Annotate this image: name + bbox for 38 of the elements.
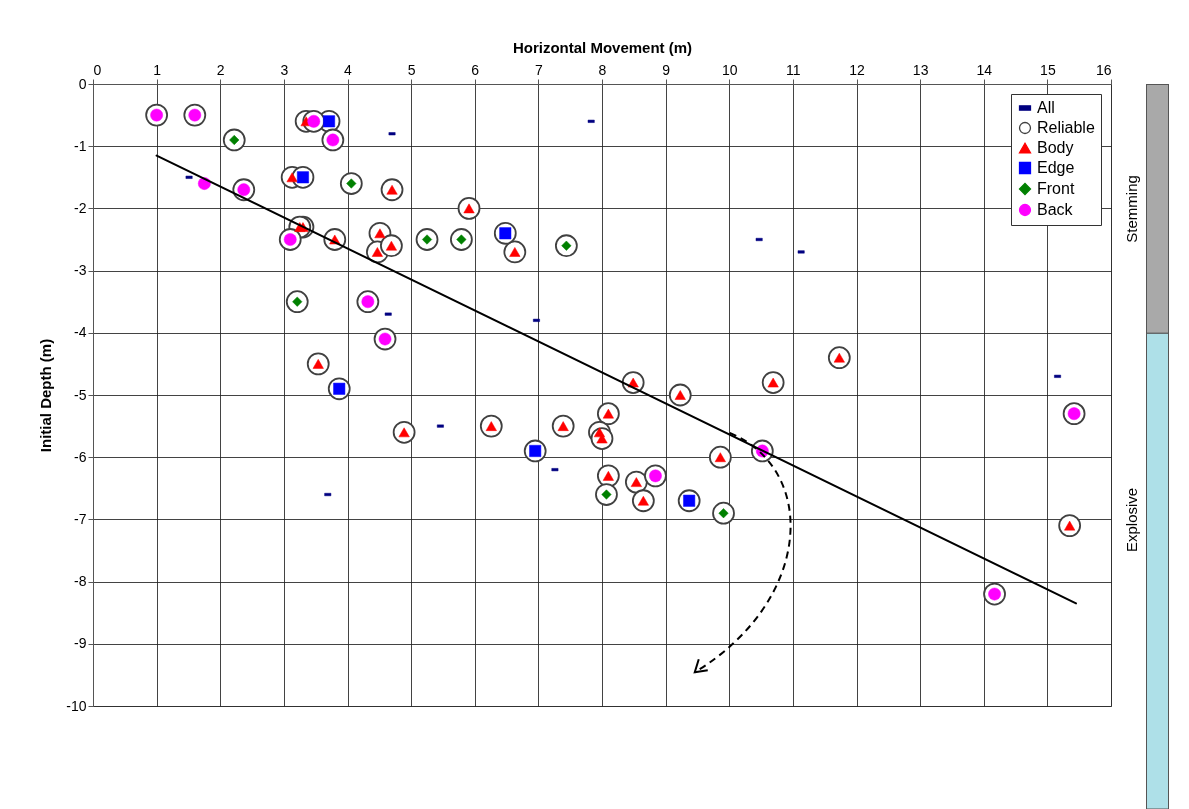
y-tick-label: -1	[74, 137, 87, 154]
y-axis-title: Initial Depth (m)	[37, 338, 55, 453]
legend-label: Front	[1037, 180, 1075, 197]
y-tick-label: -6	[74, 448, 87, 465]
legend-label: Edge	[1037, 159, 1075, 176]
x-tick-label: 1	[153, 61, 162, 78]
x-tick-label: 13	[912, 61, 929, 78]
x-tick-label: 9	[662, 61, 671, 78]
x-tick-label: 4	[344, 61, 353, 78]
y-tick-label: -5	[74, 386, 87, 403]
x-tick-label: 2	[216, 61, 225, 78]
x-tick-label: 15	[1040, 61, 1056, 78]
x-tick-label: 8	[598, 61, 607, 78]
x-tick-label: 3	[280, 61, 289, 78]
x-tick-label: 0	[93, 61, 102, 78]
y-tick-label: 0	[78, 75, 87, 92]
legend-label: Back	[1037, 201, 1074, 218]
x-tick-label: 7	[534, 61, 543, 78]
text: Explosive	[1123, 487, 1141, 552]
y-tick-label: -10	[66, 697, 87, 714]
text: Stemming	[1123, 175, 1141, 243]
x-tick-label: 10	[721, 61, 738, 78]
x-tick-label: 12	[849, 61, 865, 78]
y-tick-label: -7	[74, 510, 87, 527]
legend-label: Body	[1037, 139, 1074, 156]
y-tick-label: -2	[74, 199, 87, 216]
x-tick-label: 11	[786, 61, 801, 78]
y-tick-label: -3	[74, 262, 87, 279]
y-tick-label: -4	[74, 324, 87, 341]
y-tick-label: -8	[74, 573, 87, 590]
x-tick-label: 14	[976, 61, 993, 78]
x-tick-label: 6	[471, 61, 480, 78]
legend-label: All	[1037, 99, 1055, 116]
legend-label: Reliable	[1037, 119, 1095, 136]
x-axis-title: Horizontal Movement (m)	[512, 38, 693, 56]
y-tick-label: -9	[74, 635, 87, 652]
x-tick-label: 5	[407, 61, 416, 78]
x-tick-label: 16	[1095, 61, 1112, 78]
